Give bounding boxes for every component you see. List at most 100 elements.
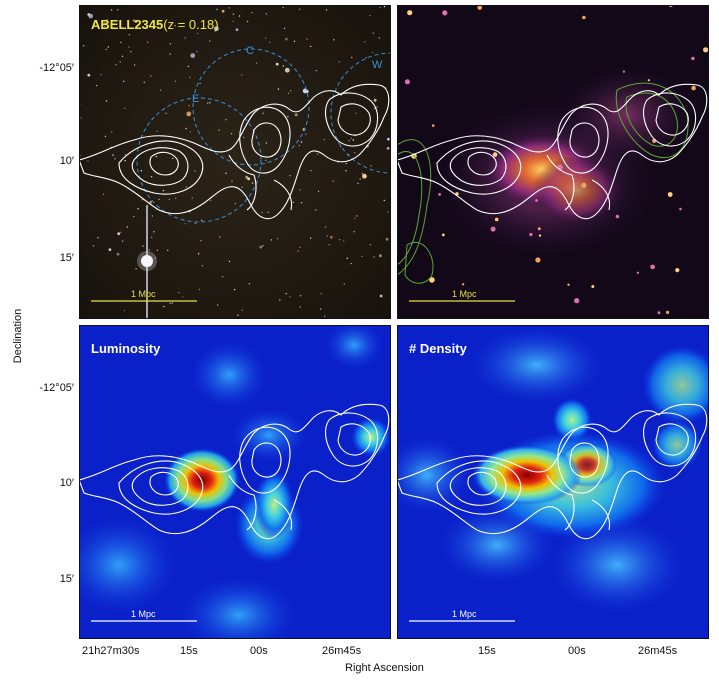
x-tick-label: 00s	[250, 645, 268, 657]
star	[169, 302, 171, 305]
star	[259, 245, 263, 249]
radio-contour	[449, 147, 507, 186]
scalebar-label: 1 Mpc	[452, 289, 477, 299]
star	[317, 190, 320, 192]
radio-contour	[591, 499, 611, 531]
star	[320, 293, 322, 295]
star	[338, 61, 340, 63]
star	[364, 41, 366, 43]
star	[371, 51, 374, 54]
redshift-label: (z = 0.18)	[163, 17, 219, 32]
star	[245, 175, 249, 179]
star	[119, 61, 121, 63]
scalebar-label: 1 Mpc	[131, 289, 156, 299]
star	[178, 291, 180, 294]
star	[137, 208, 139, 210]
star	[126, 226, 128, 228]
star	[196, 51, 198, 53]
star	[359, 178, 361, 180]
star	[198, 288, 201, 291]
star	[270, 239, 273, 241]
star	[185, 186, 188, 188]
star	[310, 237, 312, 239]
star	[130, 50, 132, 53]
star	[315, 69, 317, 72]
star	[255, 62, 258, 64]
density-map	[397, 325, 709, 639]
star	[234, 202, 237, 205]
xray-point-source	[438, 193, 441, 196]
star	[200, 240, 202, 242]
star	[232, 13, 235, 15]
cluster-name: ABELL2345	[91, 17, 164, 32]
star	[383, 199, 385, 202]
star	[378, 37, 380, 39]
star	[302, 88, 308, 94]
star	[243, 136, 245, 139]
star	[165, 112, 167, 115]
star	[175, 197, 177, 199]
radio-contour	[546, 474, 575, 531]
star	[333, 39, 335, 41]
star	[261, 211, 263, 214]
star	[355, 112, 357, 114]
star	[142, 245, 144, 247]
star	[207, 102, 209, 104]
star	[156, 249, 159, 251]
star	[294, 113, 298, 117]
star	[279, 299, 281, 301]
radio-contour	[131, 147, 189, 186]
star	[230, 133, 233, 135]
star	[116, 252, 120, 256]
star	[158, 198, 160, 201]
star	[128, 34, 131, 36]
star	[238, 15, 241, 17]
star	[324, 315, 326, 317]
star	[350, 262, 352, 265]
star	[332, 180, 334, 182]
star	[102, 193, 105, 195]
star	[373, 256, 375, 258]
xray-point-source	[538, 234, 542, 237]
xray-point-source	[666, 310, 670, 314]
star	[305, 133, 307, 135]
x-tick-label: 15s	[180, 645, 198, 657]
star	[345, 162, 347, 165]
star	[299, 295, 302, 297]
star	[141, 199, 144, 201]
radio-contour	[397, 83, 708, 220]
star	[293, 40, 296, 43]
star	[351, 56, 353, 59]
radio-contour	[251, 122, 282, 158]
star	[365, 57, 367, 59]
xray-point-source	[535, 257, 541, 263]
radio-contour	[228, 154, 257, 211]
radio-contour	[79, 403, 390, 540]
luminosity-map	[79, 325, 391, 639]
star	[154, 257, 156, 259]
subcluster-w-label: W	[372, 59, 383, 71]
star	[155, 155, 158, 158]
star	[251, 11, 253, 14]
star	[190, 53, 196, 58]
star	[196, 32, 199, 35]
star	[115, 64, 117, 66]
star	[262, 245, 264, 247]
star	[219, 236, 221, 238]
radio-contour	[337, 103, 371, 136]
star	[289, 175, 291, 177]
star	[82, 45, 85, 47]
x-tick-label: 15s	[478, 645, 496, 657]
star	[283, 27, 286, 30]
star	[88, 13, 94, 19]
x-tick-label: 26m45s	[638, 645, 678, 657]
y-tick-label: 15′	[59, 573, 74, 585]
star	[218, 129, 220, 131]
radio-contour	[655, 423, 689, 456]
star	[287, 92, 290, 94]
star	[189, 76, 191, 79]
x-tick-label: 21h27m30s	[82, 645, 140, 657]
star	[92, 245, 95, 247]
star	[121, 55, 124, 57]
star	[117, 9, 119, 11]
